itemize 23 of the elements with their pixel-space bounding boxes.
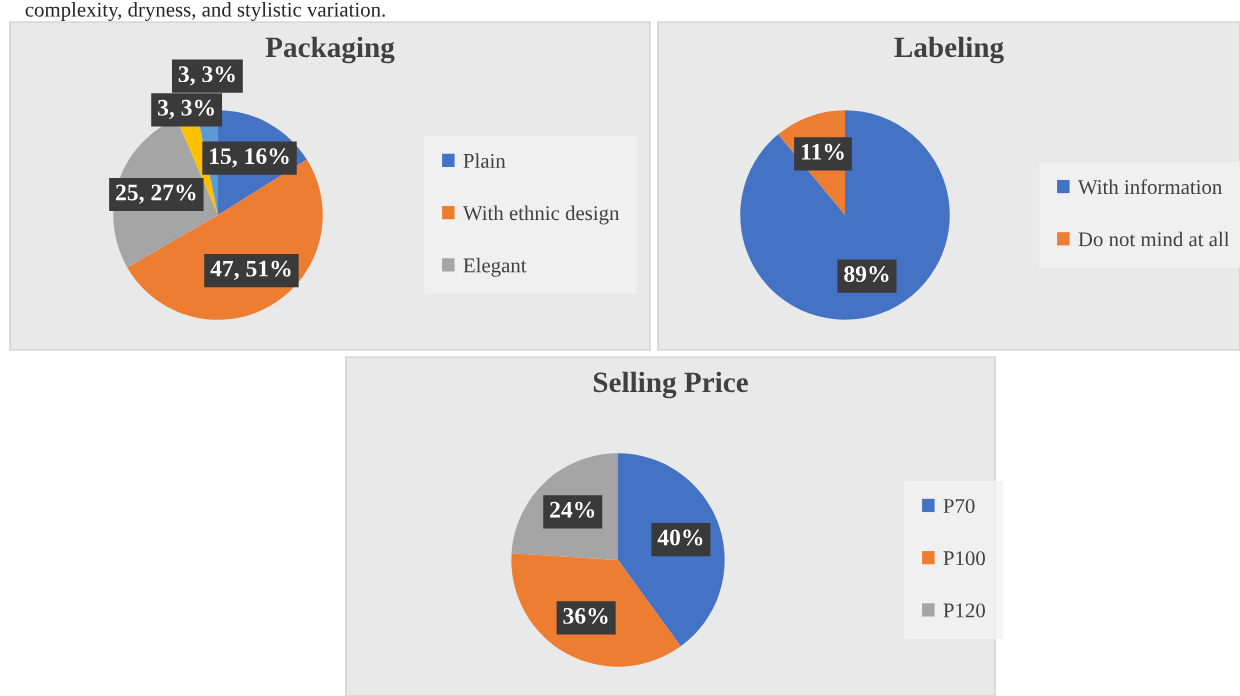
pie-slice [740, 110, 950, 320]
data-label: 3, 3% [158, 99, 214, 120]
legend-label: P100 [943, 551, 985, 566]
data-label: 24% [550, 501, 595, 518]
data-label: 47, 51% [210, 260, 291, 281]
legend-label: With ethnic design [462, 205, 620, 225]
legend-label: P120 [943, 603, 985, 618]
legend-label: Elegant [463, 257, 527, 277]
legend-label: Do not mind at all [1078, 231, 1230, 247]
data-label: 3, 3% [178, 66, 235, 86]
data-label: 40% [657, 529, 703, 546]
data-label: 11% [801, 143, 844, 160]
chart-title: Selling Price [593, 371, 748, 399]
chart-title: Labeling [894, 36, 1004, 64]
text: complexity, dryness, and stylistic variation. [25, 2, 385, 21]
data-label: 15, 16% [210, 148, 289, 168]
data-label: 25, 27% [116, 184, 196, 204]
data-label: 89% [844, 266, 889, 283]
legend-label: P70 [943, 498, 975, 513]
legend-label: Plain [463, 153, 506, 168]
legend-label: With information [1077, 179, 1222, 195]
chart-title: Packaging [265, 36, 395, 64]
data-label: 36% [563, 607, 608, 624]
